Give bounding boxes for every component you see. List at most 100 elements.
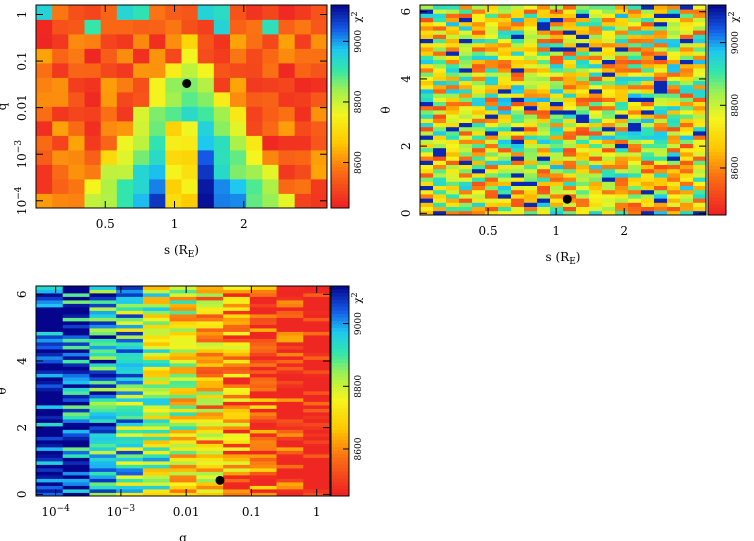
heatmap-cell [485, 185, 499, 191]
heatmap-cell [576, 21, 590, 27]
heatmap-cell [446, 55, 460, 60]
heatmap-cell [550, 177, 564, 182]
heatmap-cell [84, 19, 102, 35]
colorbar-step [331, 356, 349, 360]
heatmap-cell [446, 152, 460, 157]
heatmap-cell [641, 168, 655, 174]
heatmap-cell [628, 160, 642, 165]
heatmap-cell [310, 135, 328, 151]
heatmap-cell [498, 198, 512, 203]
colorbar-step [331, 373, 349, 378]
heatmap-cell [563, 21, 577, 27]
heatmap-cell [498, 143, 512, 149]
heatmap-cell [249, 380, 277, 385]
heatmap-cell [628, 152, 642, 157]
heatmap-cell [472, 210, 486, 216]
heatmap-cell [89, 366, 117, 371]
heatmap-cell [602, 164, 616, 170]
heatmap-cell [654, 21, 668, 27]
heatmap-cell [36, 331, 64, 336]
heatmap-cell [213, 92, 231, 107]
heatmap-cell [276, 384, 304, 388]
heatmap-cell [511, 156, 525, 161]
colorbar-step [331, 32, 349, 36]
heatmap-cell [498, 84, 512, 90]
heatmap-cell [602, 93, 616, 98]
heatmap-cell [576, 185, 590, 191]
heatmap-cell [524, 93, 538, 98]
colorbar-step [708, 145, 726, 149]
heatmap-cell [196, 373, 224, 378]
heatmap-cell [89, 398, 117, 402]
heatmap-cell [485, 80, 499, 86]
heatmap-cell [310, 34, 328, 49]
heatmap-cell [459, 152, 473, 157]
heatmap-cell [524, 202, 538, 207]
heatmap-cell [667, 68, 681, 73]
heatmap-cell [511, 63, 525, 69]
heatmap-cell [89, 338, 117, 343]
heatmap-cell [116, 433, 144, 437]
heatmap-cell [62, 338, 90, 343]
x-tick-label: 0.01 [173, 505, 200, 519]
heatmap-cell [459, 72, 473, 77]
heatmap-cell [615, 63, 629, 69]
heatmap-cell [498, 168, 512, 174]
colorbar-step [708, 78, 726, 83]
heatmap-cell [576, 110, 590, 115]
heatmap-cell [196, 489, 224, 493]
heatmap-cell [303, 307, 331, 311]
heatmap-cell [693, 198, 707, 203]
heatmap-cell [223, 471, 251, 476]
heatmap-cell [589, 76, 603, 81]
heatmap-cell [142, 391, 171, 395]
heatmap-cell [62, 363, 90, 367]
heatmap-cell [249, 370, 277, 374]
heatmap-cell [303, 429, 331, 434]
heatmap-cell [550, 21, 564, 27]
heatmap-cell [589, 152, 603, 157]
heatmap-cell [84, 135, 102, 151]
heatmap-cell [537, 93, 551, 98]
heatmap-cell [197, 48, 215, 64]
heatmap-cell [116, 485, 144, 490]
colorbar-step [331, 52, 349, 57]
colorbar-step [708, 124, 726, 128]
heatmap-cell [693, 160, 707, 165]
heatmap-cell [165, 48, 182, 64]
heatmap-cell [62, 415, 90, 420]
heatmap-cell [169, 307, 197, 311]
heatmap-cell [563, 42, 577, 48]
heatmap-cell [472, 118, 486, 123]
heatmap-cell [537, 63, 551, 69]
heatmap-cell [294, 63, 312, 78]
colorbar-step [331, 478, 349, 483]
heatmap-cell [196, 401, 224, 406]
heatmap-cell [249, 321, 277, 325]
heatmap-cell [62, 471, 90, 476]
heatmap-cell [667, 143, 681, 149]
heatmap-cell [680, 101, 694, 107]
heatmap-cell [133, 106, 150, 122]
heatmap-cell [654, 122, 668, 128]
heatmap-cell [36, 317, 64, 322]
heatmap-cell [310, 106, 328, 122]
y-tick-label: 1 [15, 11, 29, 19]
heatmap-cell [230, 179, 247, 194]
heatmap-cell [303, 450, 331, 455]
heatmap-cell [628, 122, 642, 128]
heatmap-cell [36, 426, 64, 430]
heatmap-cell [142, 366, 171, 371]
heatmap-cell [36, 373, 64, 378]
heatmap-cell [615, 189, 629, 195]
heatmap-cell [446, 173, 460, 178]
heatmap-cell [420, 21, 434, 27]
heatmap-cell [693, 68, 707, 73]
heatmap-cell [196, 440, 224, 444]
heatmap-cell [459, 105, 473, 111]
heatmap-cell [223, 408, 251, 413]
heatmap-cell [550, 152, 564, 157]
heatmap-cell [433, 30, 447, 35]
heatmap-cell [602, 156, 616, 161]
